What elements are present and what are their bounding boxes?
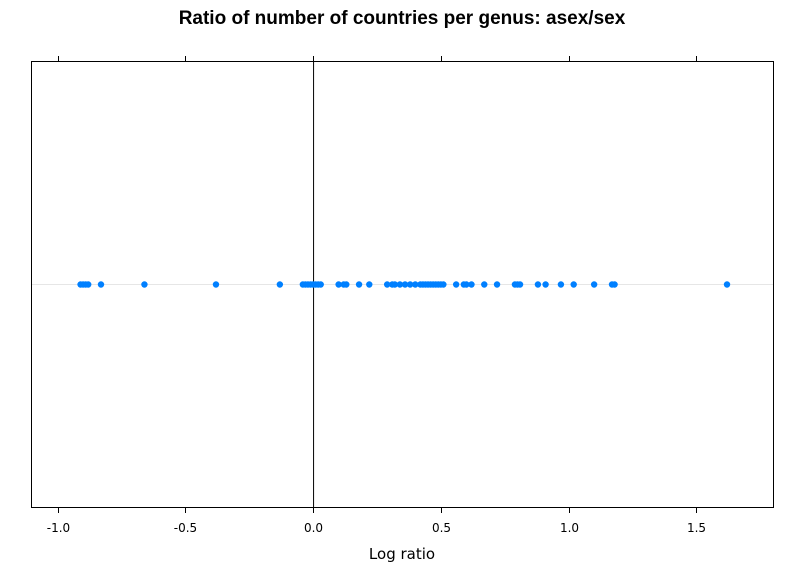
x-tick-label: -0.5 (174, 521, 197, 535)
data-point (276, 281, 284, 288)
data-points (77, 281, 731, 288)
data-point (141, 281, 148, 288)
data-point (401, 281, 409, 288)
data-point (468, 281, 475, 288)
chart-title: Ratio of number of countries per genus: … (179, 8, 626, 29)
x-axis-bottom: -1.0 -0.5 0.0 0.5 1.0 1.5 (47, 507, 706, 535)
data-point (452, 281, 460, 288)
data-point (723, 281, 731, 288)
data-point (391, 281, 399, 288)
data-point (534, 281, 542, 288)
x-axis-top (58, 56, 697, 62)
data-point (97, 281, 105, 288)
data-point (343, 281, 350, 288)
x-tick-label: -1.0 (47, 521, 70, 535)
data-point (412, 281, 419, 288)
x-axis-label: Log ratio (369, 545, 435, 563)
data-point (611, 281, 618, 288)
data-point (542, 281, 549, 288)
data-point (516, 281, 524, 288)
data-point (335, 281, 342, 288)
data-point (463, 281, 470, 288)
data-point (396, 281, 404, 288)
data-point (557, 281, 565, 288)
plot-frame (31, 61, 774, 508)
data-point (212, 281, 220, 288)
data-point (317, 281, 324, 288)
data-point (440, 281, 447, 288)
data-point (383, 281, 391, 288)
data-point (590, 281, 598, 288)
x-tick-label: 1.5 (687, 521, 706, 535)
data-point (366, 281, 373, 288)
data-point (406, 281, 414, 288)
x-tick-label: 0.0 (304, 521, 323, 535)
x-tick-label: 0.5 (432, 521, 451, 535)
data-point (481, 281, 488, 288)
data-point (85, 281, 92, 288)
data-point (570, 281, 577, 288)
data-point (355, 281, 363, 288)
data-point (493, 281, 501, 288)
x-tick-label: 1.0 (560, 521, 579, 535)
